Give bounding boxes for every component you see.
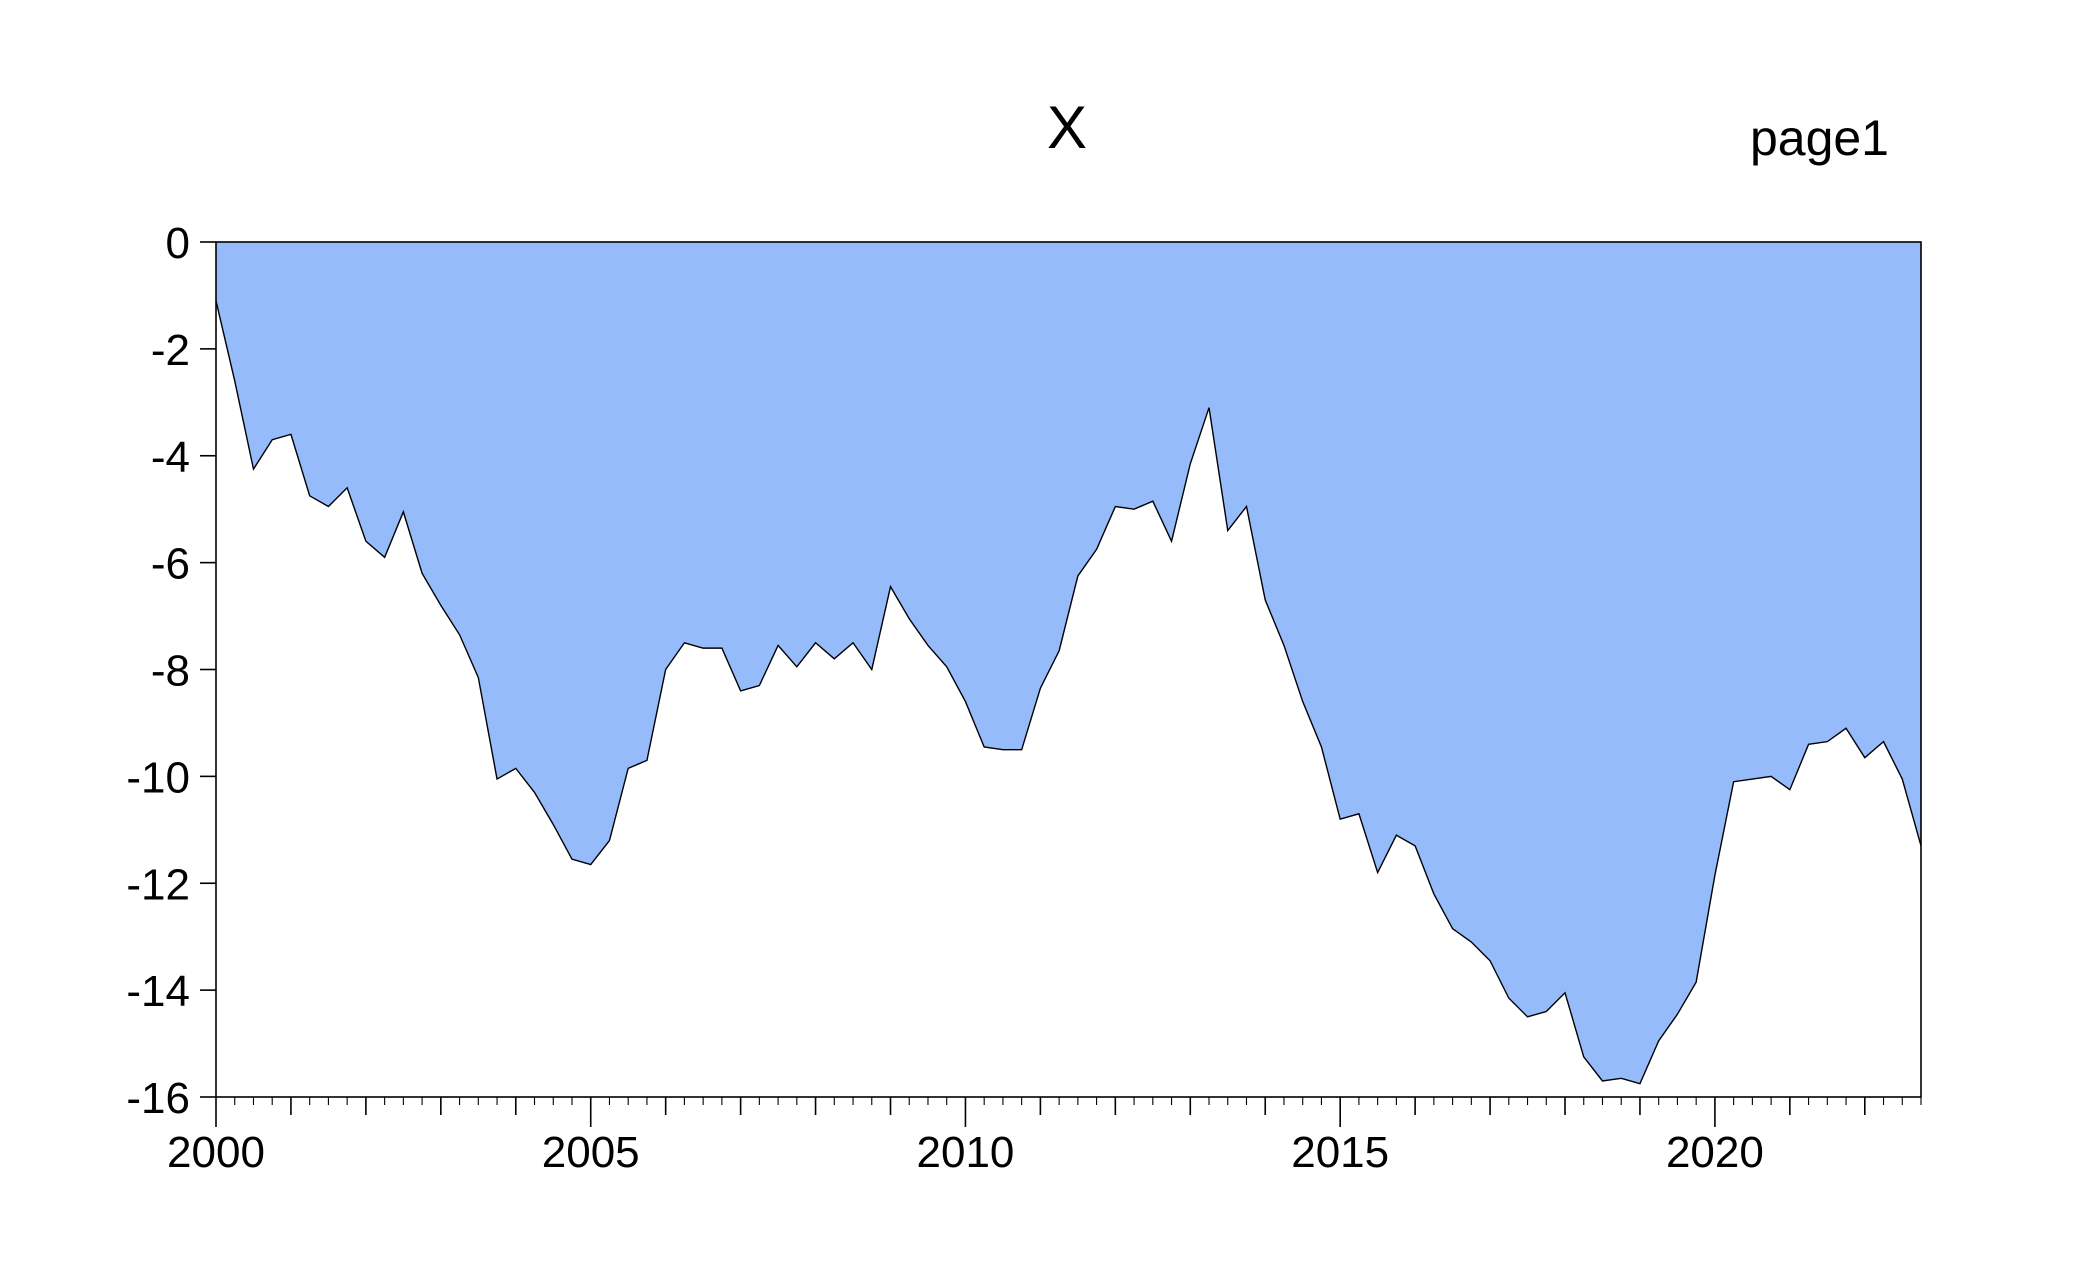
x-tick-label: 2015 xyxy=(1291,1128,1389,1177)
y-tick-label: -2 xyxy=(151,326,190,375)
page-label: page1 xyxy=(1750,110,1889,166)
y-tick-label: -16 xyxy=(126,1074,190,1123)
y-tick-label: -4 xyxy=(151,433,190,482)
y-tick-label: 0 xyxy=(166,219,190,268)
y-tick-label: -6 xyxy=(151,540,190,589)
x-tick-label: 2005 xyxy=(542,1128,640,1177)
y-tick-label: -8 xyxy=(151,647,190,696)
plot-area: 0 -2 -4 -6 -8 -10 -12 -14 -16 2000 2005 2010 2015 202… xyxy=(126,219,1922,1177)
chart-title: X xyxy=(1047,94,1087,161)
x-tick-label: 2010 xyxy=(917,1128,1015,1177)
x-tick-label: 2020 xyxy=(1666,1128,1764,1177)
y-tick-label: -10 xyxy=(126,753,190,802)
y-tick-label: -14 xyxy=(126,967,190,1016)
y-tick-label: -12 xyxy=(126,860,190,909)
series-line-x xyxy=(215,300,1922,1085)
x-tick-label: 2000 xyxy=(167,1128,265,1177)
area-fill xyxy=(216,242,1921,1084)
